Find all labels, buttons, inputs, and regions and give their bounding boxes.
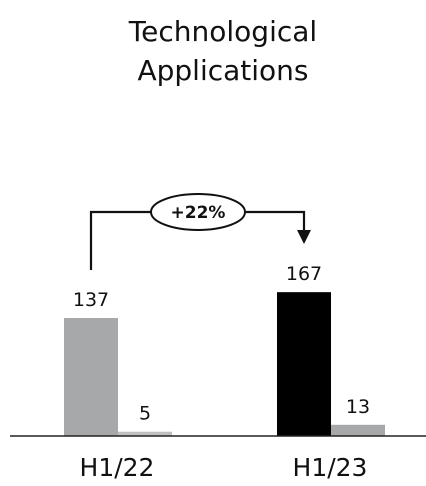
growth-arrow: +22%	[89, 193, 311, 270]
chart-title-line-2: Applications	[137, 54, 308, 87]
bar-h1-23-series-1	[277, 292, 331, 436]
category-label-h1-22: H1/22	[80, 453, 155, 482]
value-label-h1-23-series-2: 13	[346, 396, 370, 418]
value-label-h1-22-series-2: 5	[139, 403, 151, 425]
chart-title-line-1: Technological	[128, 15, 317, 48]
value-label-h1-22-series-1: 137	[73, 289, 109, 311]
bar-h1-22-series-2	[118, 431, 172, 436]
arrow-head-icon	[297, 230, 311, 244]
growth-badge	[150, 193, 246, 231]
category-label-h1-23: H1/23	[293, 453, 368, 482]
bar-h1-23-series-2	[331, 424, 385, 436]
bar-h1-22-series-1	[64, 318, 118, 436]
value-label-h1-23-series-1: 167	[286, 263, 322, 285]
value-labels-group: 137 167 5 13	[73, 263, 370, 425]
growth-badge-label: +22%	[171, 203, 226, 223]
bars-group	[64, 292, 385, 436]
